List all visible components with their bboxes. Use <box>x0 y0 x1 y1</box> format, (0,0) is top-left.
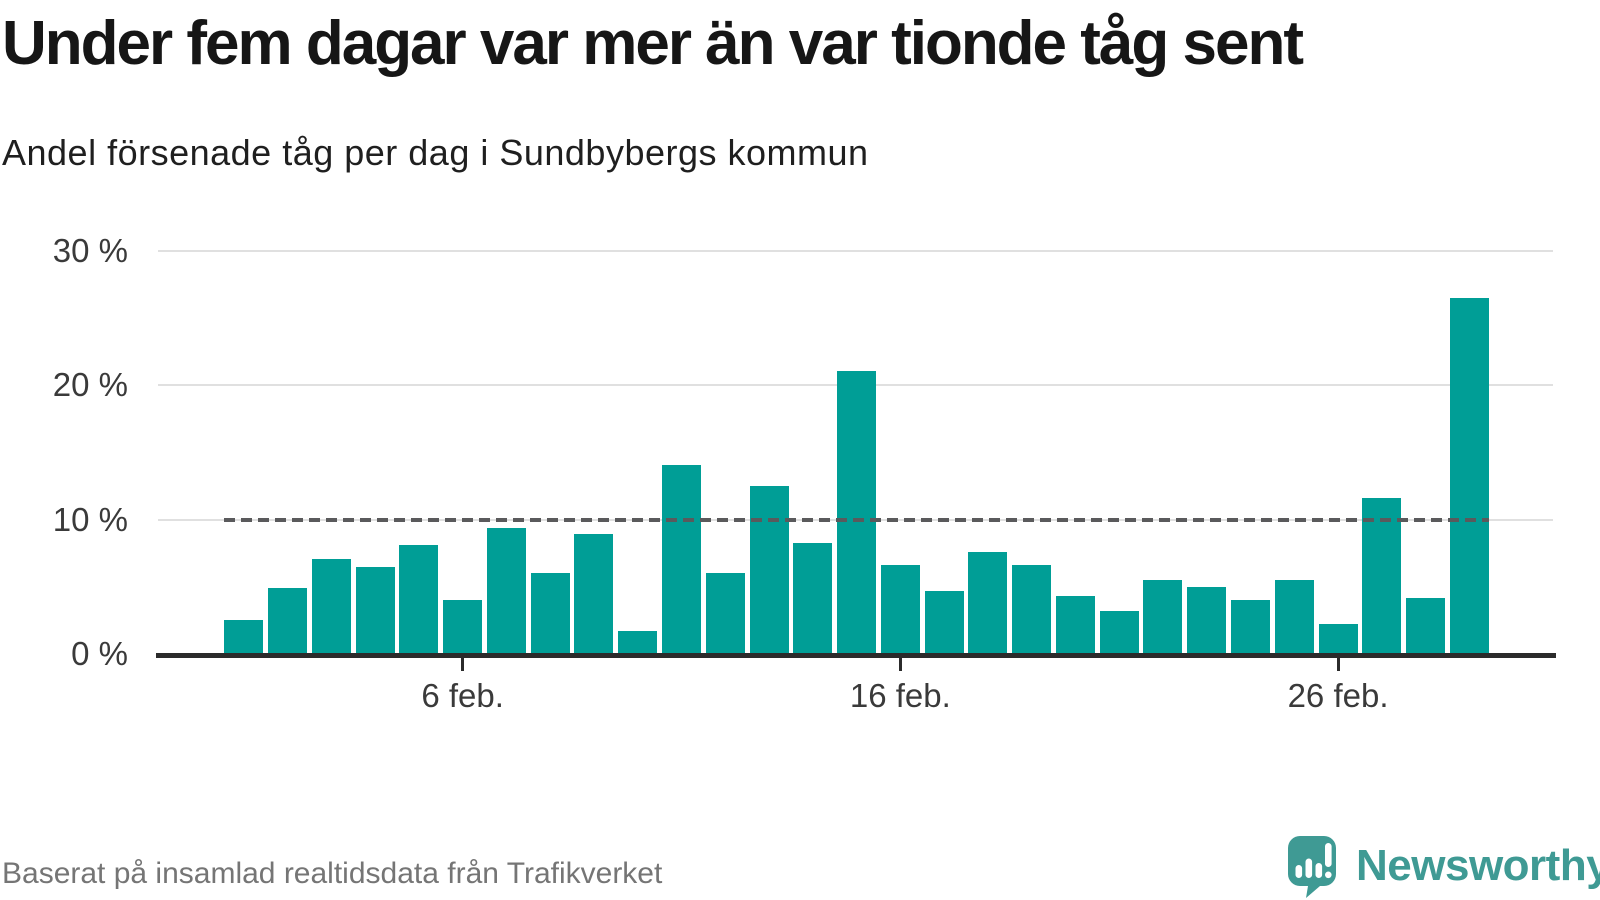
bar-25feb <box>1274 580 1314 654</box>
bar-16feb <box>880 565 920 654</box>
x-axis-tick <box>898 658 902 671</box>
bar-22feb <box>1143 580 1183 654</box>
bar-20feb <box>1055 596 1095 654</box>
bar-8feb <box>530 573 570 654</box>
newsworthy-logo-text: Newsworthy <box>1356 841 1600 890</box>
bar-14feb <box>793 543 833 654</box>
bar-23feb <box>1187 587 1227 654</box>
x-axis-tick <box>1336 658 1340 671</box>
bar-24feb <box>1231 600 1270 654</box>
bar-4feb <box>355 567 395 654</box>
bar-2feb <box>268 588 308 654</box>
y-axis-label: 10 % <box>52 500 128 538</box>
bar-7feb <box>486 528 526 654</box>
bar-15feb <box>837 371 877 654</box>
y-axis-label: 20 % <box>52 366 128 404</box>
y-axis-label: 30 % <box>52 232 128 270</box>
chart-title: Under fem dagar var mer än var tionde tå… <box>2 9 1304 78</box>
newsworthy-logo-icon <box>1288 836 1336 898</box>
gridline-30-pct <box>158 250 1553 253</box>
bar-1feb <box>224 620 264 654</box>
bar-17feb <box>924 591 964 654</box>
bar-21feb <box>1099 611 1139 654</box>
source-note: Baserat på insamlad realtidsdata från Tr… <box>2 857 663 890</box>
newsworthy-logo: Newsworthy <box>1288 836 1600 898</box>
chart-subtitle: Andel försenade tåg per dag i Sundbyberg… <box>2 132 869 173</box>
bar-29feb <box>1449 298 1489 654</box>
bar-26feb <box>1318 624 1358 654</box>
bar-5feb <box>399 545 439 654</box>
bar-13feb <box>749 486 789 654</box>
bar-18feb <box>968 552 1008 654</box>
y-axis-label: 0 % <box>71 635 128 672</box>
x-axis-line <box>156 653 1556 658</box>
x-axis-tick <box>461 658 465 671</box>
bar-28feb <box>1406 598 1446 654</box>
bar-27feb <box>1362 498 1402 654</box>
x-axis-label: 16 feb. <box>849 677 951 714</box>
reference-line-10-pct <box>224 517 1489 522</box>
bar-9feb <box>574 534 614 654</box>
x-axis-label: 6 feb. <box>421 677 504 714</box>
bar-11feb <box>662 465 701 654</box>
bar-10feb <box>618 631 658 654</box>
bar-19feb <box>1012 565 1052 654</box>
bar-6feb <box>443 600 483 654</box>
bar-12feb <box>705 573 745 654</box>
x-axis-label: 26 feb. <box>1287 677 1389 714</box>
bar-3feb <box>311 559 351 654</box>
